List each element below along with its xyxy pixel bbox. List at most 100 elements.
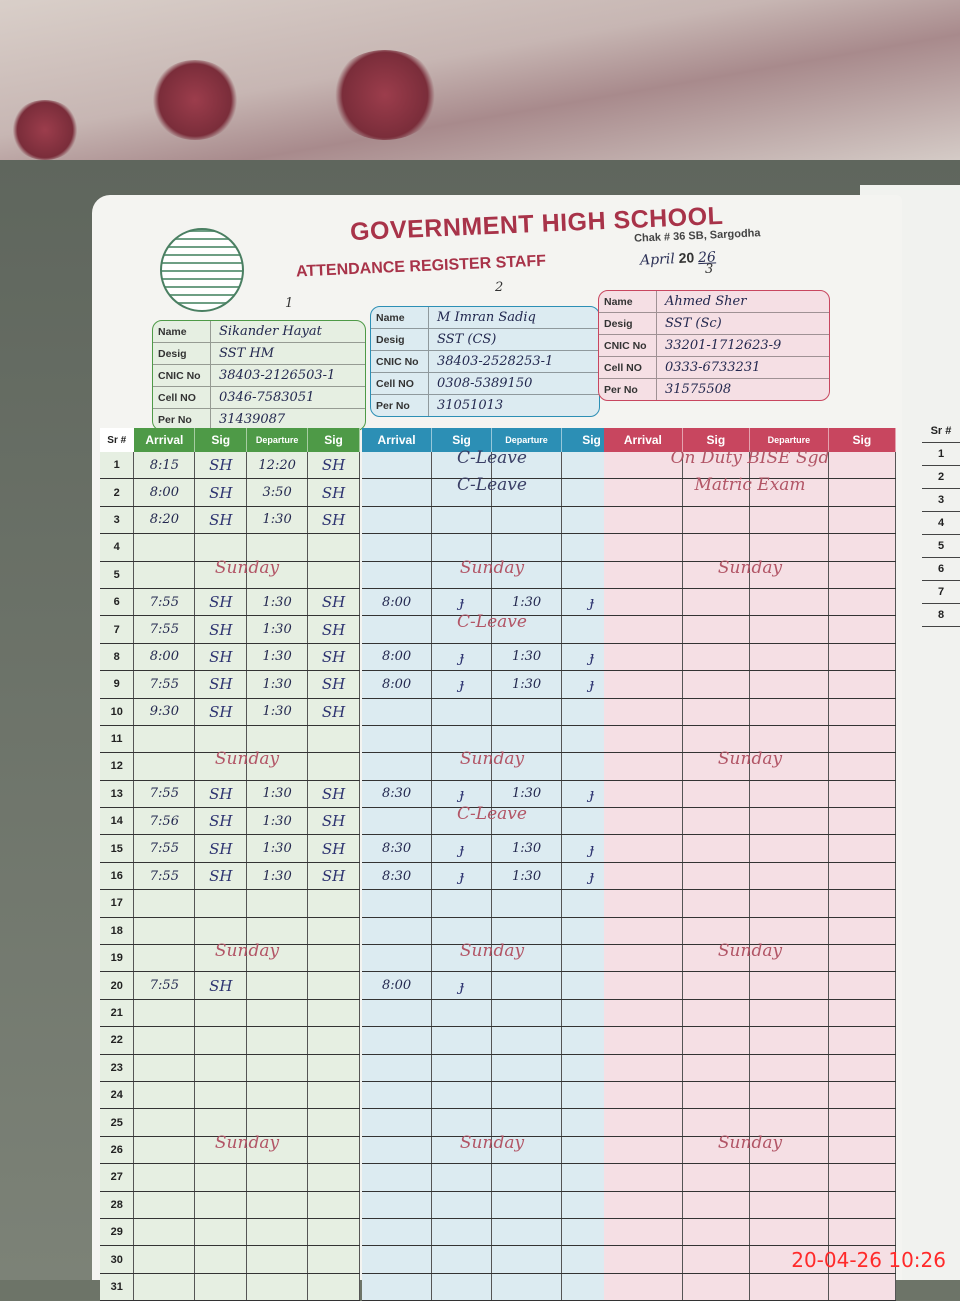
sr-cell: 11 bbox=[100, 725, 135, 753]
sig-cell bbox=[308, 999, 360, 1027]
departure-cell bbox=[492, 808, 563, 835]
sig-cell bbox=[829, 506, 896, 534]
arrival-cell bbox=[604, 780, 683, 808]
sig-cell bbox=[683, 808, 750, 835]
attendance-grid-staff-1: Sr # Arrival Sig Departure Sig 1 8:15 SH 12:20 SH… bbox=[100, 428, 360, 1301]
sig-cell bbox=[829, 616, 896, 643]
arrival-cell: 7:55 bbox=[134, 616, 196, 643]
table-row: Sunday bbox=[604, 941, 896, 973]
table-row: 2 8:00 SH 3:50 SH bbox=[100, 479, 360, 507]
arrival-cell bbox=[362, 1246, 433, 1273]
table-row bbox=[604, 534, 896, 562]
arrival-cell bbox=[134, 753, 196, 780]
arrival-cell: 7:56 bbox=[134, 808, 196, 835]
sig-cell bbox=[683, 753, 750, 780]
arrival-cell bbox=[362, 452, 433, 479]
staff-card-2: Name M Imran Sadiq Desig SST (CS) CNIC No 384… bbox=[370, 306, 600, 417]
table-row bbox=[604, 972, 896, 1000]
sig-cell bbox=[829, 1136, 896, 1164]
table-row bbox=[604, 780, 896, 809]
departure-cell bbox=[247, 890, 309, 917]
departure-cell: 1:30 bbox=[247, 808, 309, 835]
table-row bbox=[604, 1027, 896, 1055]
departure-cell bbox=[750, 1273, 829, 1301]
sig-cell bbox=[683, 506, 750, 534]
card-row-cnic: CNIC No 38403-2126503-1 bbox=[153, 365, 365, 387]
sig-cell bbox=[195, 890, 248, 917]
departure-cell bbox=[750, 1054, 829, 1081]
sig-cell: SH bbox=[195, 506, 248, 534]
arrival-cell bbox=[604, 725, 683, 753]
table-row: 24 bbox=[100, 1081, 360, 1110]
sig-cell bbox=[195, 1273, 248, 1301]
sig-cell bbox=[432, 1218, 492, 1246]
desig-label: Desig bbox=[599, 313, 657, 334]
table-row bbox=[362, 506, 622, 535]
departure-cell bbox=[750, 1081, 829, 1109]
departure-cell bbox=[492, 698, 563, 725]
sig-cell bbox=[829, 452, 896, 479]
cell-value: 0308-5389150 bbox=[437, 376, 533, 391]
arrival-cell bbox=[134, 561, 196, 588]
sig-cell bbox=[432, 808, 492, 835]
arrival-cell bbox=[604, 945, 683, 972]
departure-cell bbox=[750, 1164, 829, 1191]
sig-cell bbox=[308, 1191, 360, 1218]
sig-cell bbox=[829, 561, 896, 588]
desig-label: Desig bbox=[153, 343, 211, 364]
arrival-header: Arrival bbox=[362, 428, 433, 452]
table-row bbox=[604, 1109, 896, 1137]
table-row: 17 bbox=[100, 890, 360, 918]
punjab-logo bbox=[160, 228, 244, 312]
sig-cell bbox=[308, 890, 360, 917]
arrival-cell: 7:55 bbox=[134, 671, 196, 698]
departure-cell bbox=[750, 780, 829, 808]
table-row bbox=[362, 1054, 622, 1082]
sig-cell bbox=[308, 1109, 360, 1136]
departure-cell bbox=[247, 1109, 309, 1136]
sig-cell bbox=[829, 808, 896, 835]
table-row bbox=[604, 862, 896, 891]
cell-value: 0346-7583051 bbox=[219, 390, 315, 405]
departure-cell bbox=[492, 479, 563, 506]
staff-card-3: Name Ahmed Sher Desig SST (Sc) CNIC No 33201-… bbox=[598, 290, 830, 401]
table-row: C-Leave bbox=[362, 475, 622, 507]
departure-cell bbox=[247, 753, 309, 780]
sig-cell: SH bbox=[308, 588, 360, 616]
sig-cell bbox=[683, 1246, 750, 1273]
departure-cell bbox=[492, 1109, 563, 1136]
sig-cell: SH bbox=[195, 616, 248, 643]
table-row: Matric Exam bbox=[604, 475, 896, 507]
sig-cell: SH bbox=[195, 698, 248, 725]
arrival-cell bbox=[604, 972, 683, 999]
table-row bbox=[362, 1273, 622, 1301]
arrival-cell bbox=[604, 1164, 683, 1191]
signature: SH bbox=[209, 812, 233, 831]
departure-cell: 1:30 bbox=[492, 588, 563, 616]
departure-cell bbox=[750, 835, 829, 862]
sig-cell bbox=[829, 1218, 896, 1246]
sig-cell bbox=[432, 1081, 492, 1109]
sig-cell: SH bbox=[308, 452, 360, 479]
departure-cell bbox=[492, 972, 563, 999]
arrival-cell bbox=[604, 534, 683, 561]
departure-cell bbox=[492, 1054, 563, 1081]
table-row bbox=[604, 506, 896, 535]
departure-cell bbox=[492, 753, 563, 780]
sig-cell bbox=[683, 452, 750, 479]
arrival-cell bbox=[604, 1218, 683, 1246]
signature: SH bbox=[321, 702, 346, 721]
sig-cell bbox=[829, 1273, 896, 1301]
card-row-per: Per No 31051013 bbox=[371, 395, 599, 416]
departure-cell: 1:30 bbox=[492, 643, 563, 671]
table-row: 27 bbox=[100, 1164, 360, 1192]
table-row bbox=[362, 1246, 622, 1274]
signature: SH bbox=[321, 839, 346, 858]
card-row-cnic: CNIC No 38403-2528253-1 bbox=[371, 351, 599, 373]
sig-cell bbox=[195, 1054, 248, 1081]
sr-cell: 21 bbox=[100, 999, 135, 1027]
table-row bbox=[604, 1081, 896, 1110]
card-row-name: Name M Imran Sadiq bbox=[371, 307, 599, 329]
arrival-cell bbox=[604, 835, 683, 862]
arrival-cell bbox=[362, 1218, 433, 1246]
